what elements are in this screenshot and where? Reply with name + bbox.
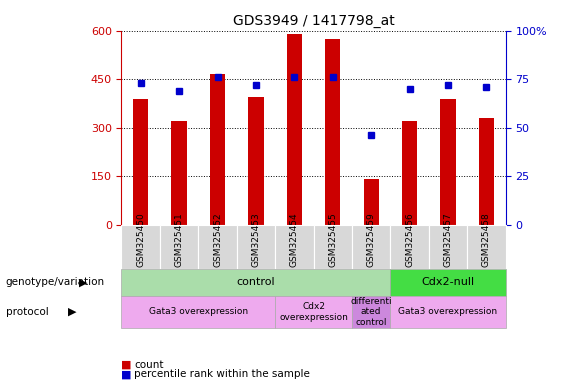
Bar — [402, 121, 418, 225]
Text: count: count — [134, 360, 163, 370]
Text: Gata3 overexpression: Gata3 overexpression — [398, 308, 498, 316]
Text: GSM325452: GSM325452 — [213, 212, 222, 267]
Bar — [286, 34, 302, 225]
Text: protocol: protocol — [6, 307, 49, 317]
Bar — [210, 74, 225, 225]
Bar — [171, 121, 187, 225]
Text: ■: ■ — [121, 369, 132, 379]
Text: ▶: ▶ — [67, 307, 76, 317]
Text: ■: ■ — [121, 360, 132, 370]
Bar — [325, 39, 341, 225]
Text: percentile rank within the sample: percentile rank within the sample — [134, 369, 310, 379]
Text: control: control — [237, 277, 275, 287]
Text: genotype/variation: genotype/variation — [6, 277, 105, 287]
Bar — [363, 179, 379, 225]
Bar — [440, 99, 456, 225]
Bar — [248, 97, 264, 225]
Text: GSM325456: GSM325456 — [405, 212, 414, 267]
Text: differenti
ated
control: differenti ated control — [350, 297, 392, 327]
Text: GSM325450: GSM325450 — [136, 212, 145, 267]
Text: Cdx2
overexpression: Cdx2 overexpression — [279, 302, 348, 322]
Text: GSM325455: GSM325455 — [328, 212, 337, 267]
Bar — [133, 99, 149, 225]
Text: GSM325453: GSM325453 — [251, 212, 260, 267]
Text: GSM325458: GSM325458 — [482, 212, 491, 267]
Text: GSM325451: GSM325451 — [175, 212, 184, 267]
Text: Gata3 overexpression: Gata3 overexpression — [149, 308, 248, 316]
Text: ▶: ▶ — [79, 277, 88, 287]
Text: GSM325457: GSM325457 — [444, 212, 453, 267]
Bar — [479, 118, 494, 225]
Text: GSM325454: GSM325454 — [290, 212, 299, 267]
Title: GDS3949 / 1417798_at: GDS3949 / 1417798_at — [233, 14, 394, 28]
Text: GSM325459: GSM325459 — [367, 212, 376, 267]
Text: Cdx2-null: Cdx2-null — [421, 277, 475, 287]
